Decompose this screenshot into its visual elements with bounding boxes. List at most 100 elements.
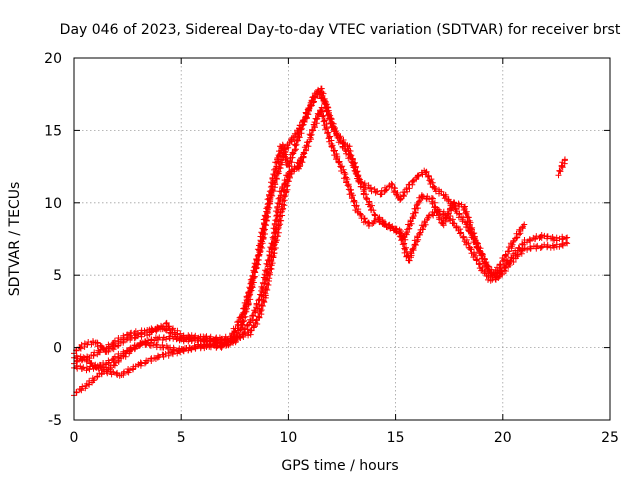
x-tick-label: 5 (177, 430, 186, 446)
data-point (319, 113, 326, 120)
data-point (137, 341, 144, 348)
data-point (279, 153, 286, 160)
data-point (405, 225, 412, 232)
data-point (294, 130, 301, 137)
data-point (126, 367, 133, 374)
data-point (415, 173, 422, 179)
data-point (340, 166, 347, 173)
data-point (372, 212, 379, 219)
data-point (343, 178, 350, 185)
data-point (259, 240, 266, 247)
data-point (73, 389, 80, 396)
data-point (217, 338, 224, 345)
data-point (77, 345, 84, 352)
data-point (533, 233, 540, 240)
data-point (502, 252, 509, 259)
data-point (148, 336, 155, 343)
data-point (180, 333, 187, 340)
data-point (218, 336, 225, 342)
data-point (361, 186, 368, 193)
data-point (110, 341, 117, 348)
data-point (387, 224, 394, 231)
data-point (423, 169, 430, 176)
data-point (506, 262, 513, 268)
data-point (80, 364, 87, 371)
data-point (282, 149, 289, 156)
data-point (272, 175, 279, 182)
data-point (362, 194, 369, 201)
data-point (110, 369, 117, 376)
data-point (283, 183, 290, 190)
data-point (111, 353, 118, 360)
data-point (564, 240, 571, 247)
x-tick-label: 20 (494, 430, 512, 446)
data-point (333, 130, 340, 137)
data-point (270, 188, 277, 195)
data-point (467, 246, 474, 253)
data-point (408, 250, 415, 257)
data-point (563, 239, 570, 246)
data-point (310, 94, 317, 101)
data-point (334, 154, 341, 161)
data-point (261, 289, 268, 296)
data-point (332, 147, 338, 154)
data-point (478, 251, 485, 258)
data-point (472, 252, 479, 259)
data-point (431, 185, 438, 191)
data-point (347, 187, 354, 194)
data-point (413, 176, 420, 183)
data-point (305, 143, 312, 150)
data-point (154, 354, 161, 361)
data-point (114, 369, 121, 376)
data-point (272, 217, 279, 224)
data-point (151, 337, 158, 344)
data-point (369, 202, 375, 209)
data-point (84, 357, 91, 364)
data-point (403, 230, 409, 237)
chart-title: Day 046 of 2023, Sidereal Day-to-day VTE… (60, 22, 621, 38)
data-point (240, 318, 247, 325)
data-point (428, 176, 435, 183)
data-point (346, 143, 353, 150)
data-point (238, 322, 245, 329)
data-point (424, 173, 431, 180)
data-point (412, 242, 419, 248)
data-point (339, 163, 346, 170)
data-point (286, 163, 293, 170)
data-point (242, 331, 248, 338)
data-point (531, 236, 538, 243)
data-point (156, 325, 163, 332)
data-point (127, 332, 134, 339)
data-point (120, 372, 127, 378)
data-point (399, 236, 405, 243)
data-point (342, 147, 349, 154)
data-point (85, 339, 92, 345)
data-point (249, 284, 256, 291)
data-point (560, 235, 566, 242)
data-point (95, 365, 102, 372)
data-point (255, 313, 262, 320)
data-point (372, 218, 378, 225)
data-point (397, 193, 404, 200)
data-point (254, 321, 261, 327)
data-point (517, 228, 524, 235)
data-point (272, 180, 278, 186)
data-point (476, 261, 482, 268)
data-point (257, 249, 264, 256)
data-point (559, 242, 566, 249)
data-point (393, 228, 400, 235)
data-point (474, 256, 481, 263)
data-point (344, 182, 351, 189)
data-point (403, 186, 410, 193)
axes (73, 57, 611, 421)
data-point (505, 248, 512, 255)
data-point (521, 221, 528, 228)
data-point (101, 364, 108, 371)
grid (74, 58, 610, 420)
data-point (91, 377, 98, 383)
data-point (218, 342, 225, 348)
data-point (389, 181, 396, 188)
data-point (81, 340, 88, 347)
data-point (378, 191, 385, 198)
